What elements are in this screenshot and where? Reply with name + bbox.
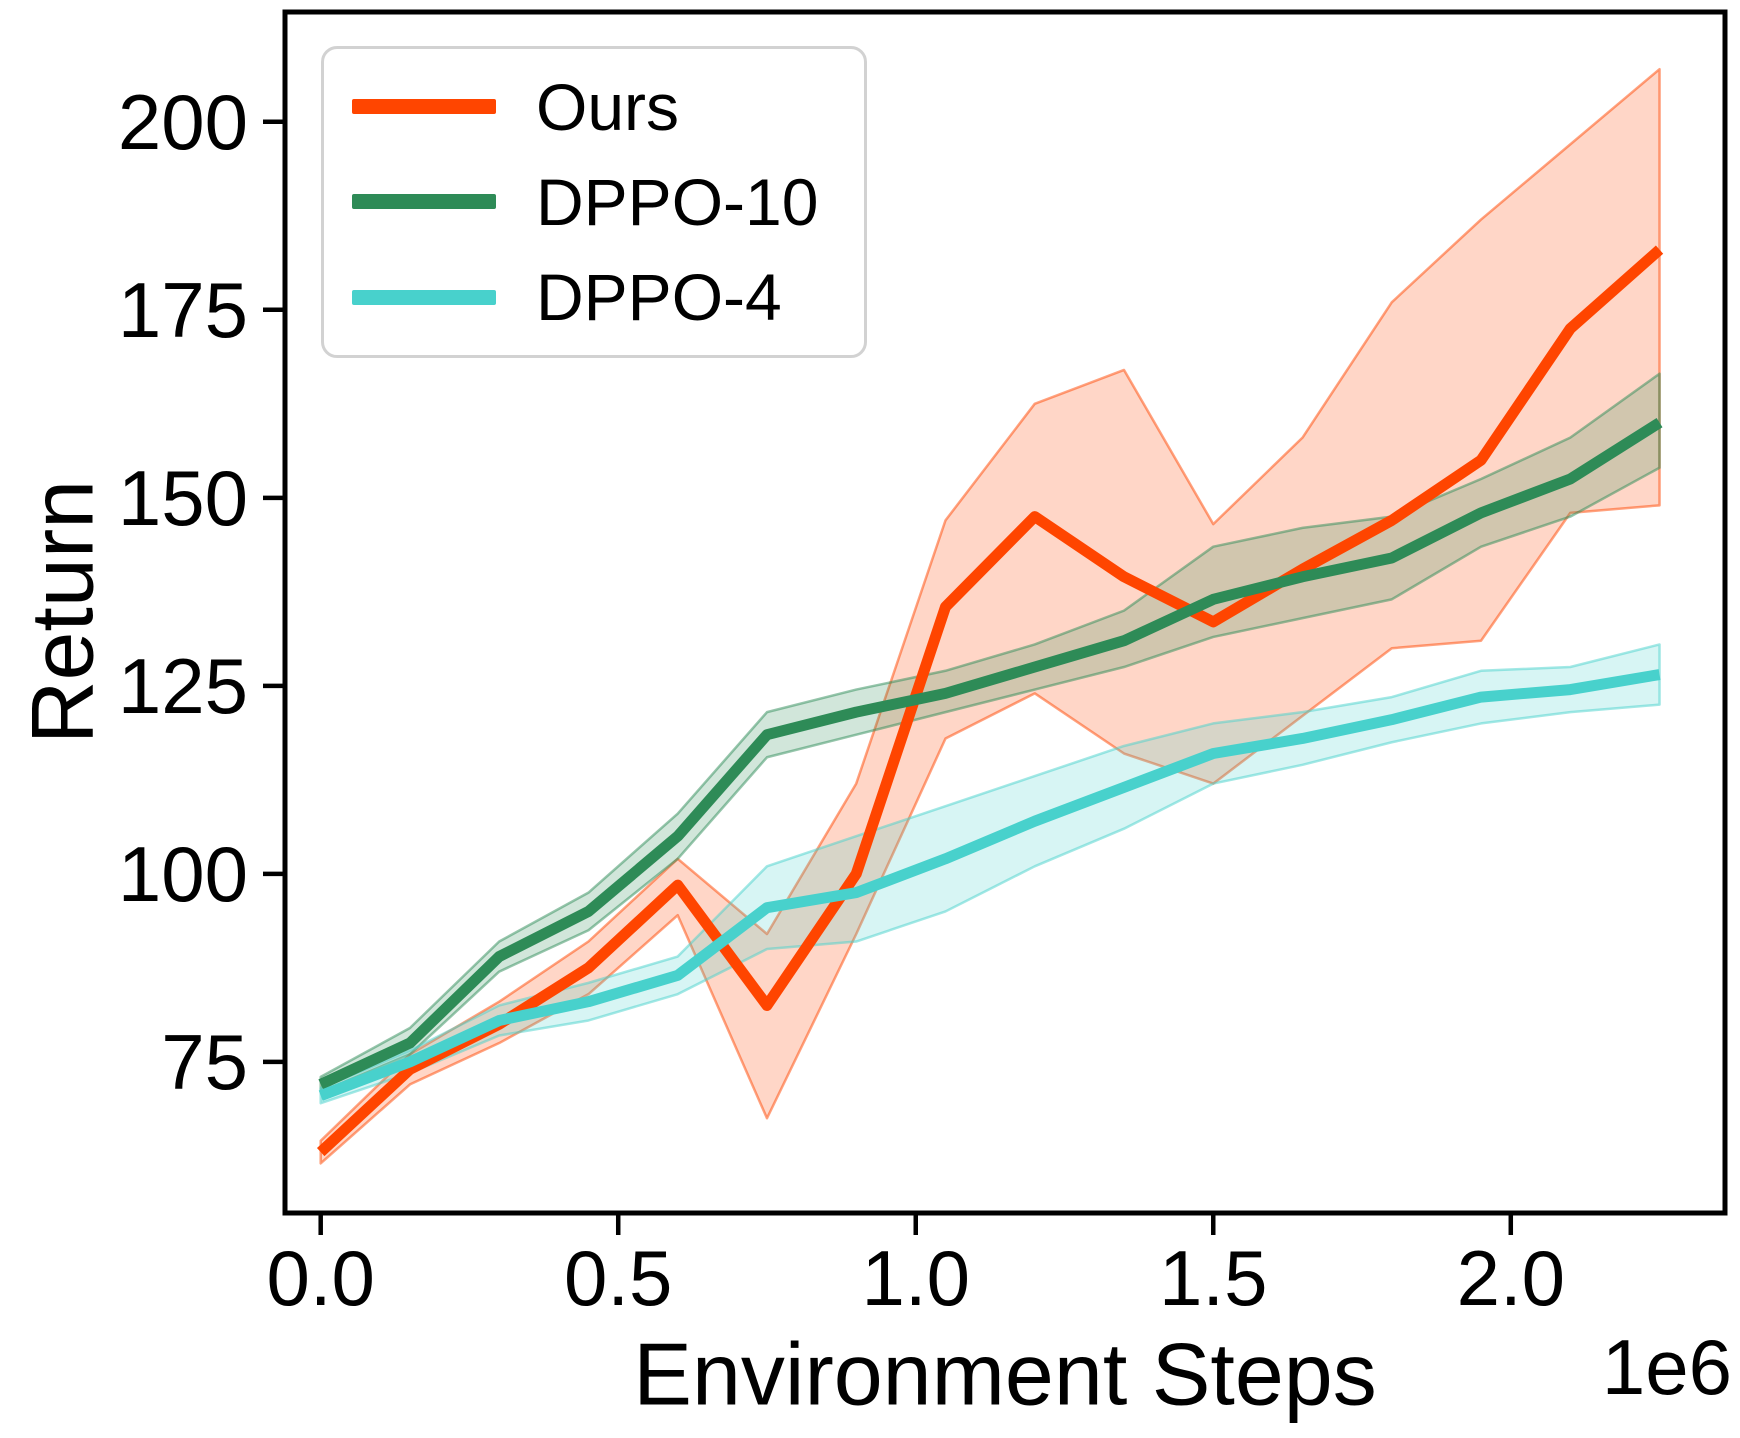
- legend-swatch-dppo-10: [352, 194, 496, 210]
- y-tick-label: 75: [161, 1018, 248, 1106]
- series-lines: [316, 245, 1664, 1157]
- y-tick-label: 175: [118, 266, 248, 354]
- axes: [263, 9, 1728, 1235]
- x-tick-label: 1.5: [1159, 1234, 1267, 1322]
- plot-border: [282, 9, 1728, 1216]
- legend: Ours DPPO-10 DPPO-4: [321, 46, 867, 358]
- x-axis-offset-label: 1e6: [1602, 1323, 1732, 1411]
- x-tick-label: 2.0: [1457, 1234, 1565, 1322]
- dppo-10-line: [318, 417, 1663, 1090]
- ours-line: [316, 245, 1664, 1157]
- y-axis-label: Return: [13, 480, 112, 744]
- legend-swatch-ours: [352, 99, 496, 115]
- x-tick-label: 0.0: [266, 1234, 374, 1322]
- legend-swatch-dppo-4: [352, 289, 496, 305]
- y-tick-label: 100: [118, 830, 248, 918]
- legend-item-ours: Ours: [324, 74, 864, 140]
- tick-labels: 0.0 0.5 1.0 1.5 2.0 75 100 125 150 175 200: [118, 78, 1565, 1322]
- x-axis-label: Environment Steps: [633, 1325, 1377, 1424]
- y-tick-label: 200: [118, 78, 248, 166]
- y-tick-label: 125: [118, 642, 248, 730]
- ours-confidence-band: [319, 67, 1661, 1165]
- legend-item-dppo-10: DPPO-10: [324, 169, 864, 235]
- legend-item-dppo-4: DPPO-4: [324, 264, 864, 330]
- dppo-4-confidence-band: [319, 643, 1661, 1105]
- legend-label-ours: Ours: [536, 69, 680, 144]
- legend-label-dppo-10: DPPO-10: [536, 164, 819, 239]
- y-tick-label: 150: [118, 454, 248, 542]
- x-tick-label: 1.0: [862, 1234, 970, 1322]
- x-tick-label: 0.5: [564, 1234, 672, 1322]
- legend-label-dppo-4: DPPO-4: [536, 260, 782, 335]
- dppo-4-line: [318, 669, 1661, 1101]
